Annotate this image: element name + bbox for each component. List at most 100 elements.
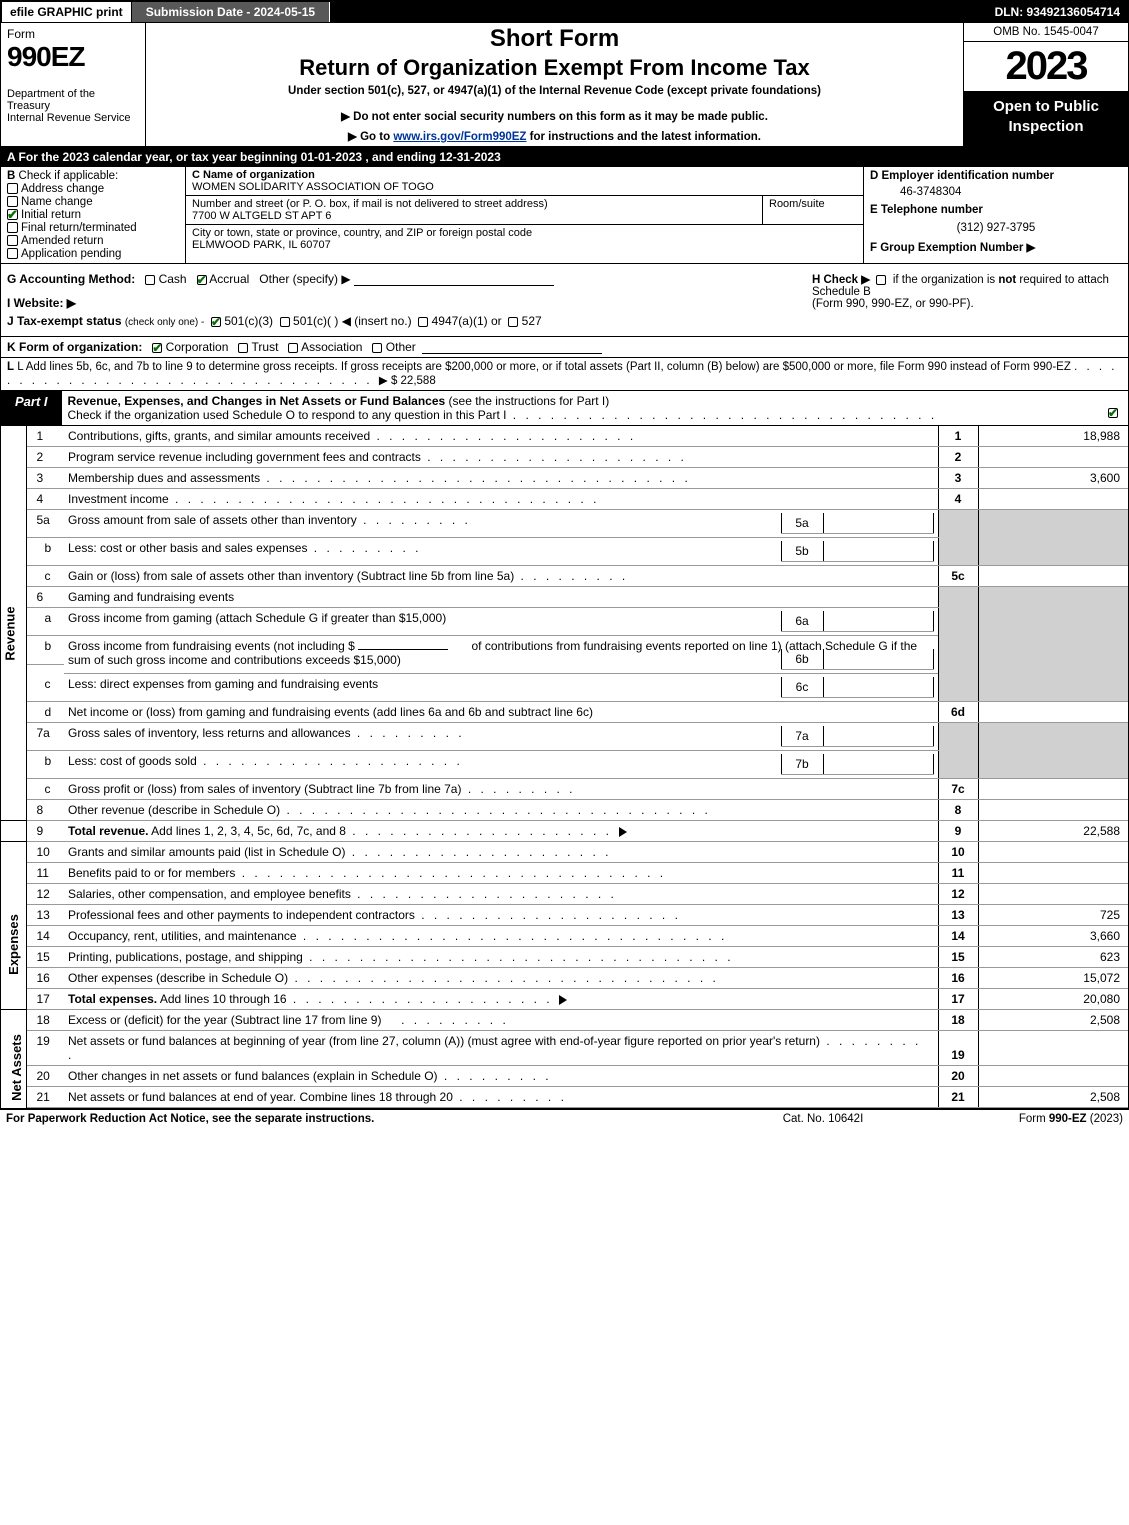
section-b: B Check if applicable: Address change Na… xyxy=(1,167,186,263)
line-17-value: 20,080 xyxy=(978,989,1128,1010)
section-h: H Check ▶ if the organization is not req… xyxy=(812,272,1122,328)
goto-post: for instructions and the latest informat… xyxy=(526,131,761,143)
form-990ez: efile GRAPHIC print Submission Date - 20… xyxy=(0,0,1129,1109)
chk-accrual[interactable] xyxy=(197,275,207,285)
part1-checkbox[interactable] xyxy=(1098,391,1128,425)
line-6-text: Gaming and fundraising events xyxy=(64,587,938,608)
line-7b: Less: cost of goods sold 7b xyxy=(64,751,938,779)
city-label: City or town, state or province, country… xyxy=(192,227,532,239)
name-label: C Name of organization xyxy=(192,169,315,181)
chk-app-pending[interactable]: Application pending xyxy=(7,248,179,260)
form-label: Form xyxy=(7,27,139,41)
line-9-value: 22,588 xyxy=(978,821,1128,842)
arrow-icon xyxy=(619,827,627,837)
footer-left: For Paperwork Reduction Act Notice, see … xyxy=(6,1113,723,1125)
part1-table: Revenue 1 Contributions, gifts, grants, … xyxy=(1,426,1128,1108)
part1-header: Part I Revenue, Expenses, and Changes in… xyxy=(1,390,1128,426)
line-18-text: Excess or (deficit) for the year (Subtra… xyxy=(64,1010,938,1031)
chk-501c3[interactable] xyxy=(211,317,221,327)
l-amount: ▶ $ 22,588 xyxy=(379,375,436,387)
chk-assoc[interactable] xyxy=(288,343,298,353)
line-19-text: Net assets or fund balances at beginning… xyxy=(64,1031,938,1066)
revenue-side-label: Revenue xyxy=(3,606,18,660)
check-if-label: Check if applicable: xyxy=(19,170,119,182)
chk-501c[interactable] xyxy=(280,317,290,327)
info-section: B Check if applicable: Address change Na… xyxy=(1,167,1128,264)
line-8-text: Other revenue (describe in Schedule O) xyxy=(64,800,938,821)
line-6b: Gross income from fundraising events (no… xyxy=(64,636,938,674)
j-sub: (check only one) - xyxy=(125,317,204,328)
line-5b: Less: cost or other basis and sales expe… xyxy=(64,538,938,566)
ein-label: D Employer identification number xyxy=(870,170,1122,182)
row-a-calendar: A For the 2023 calendar year, or tax yea… xyxy=(1,147,1128,167)
chk-cash[interactable] xyxy=(145,275,155,285)
chk-4947[interactable] xyxy=(418,317,428,327)
chk-527[interactable] xyxy=(508,317,518,327)
row-k: K Form of organization: Corporation Trus… xyxy=(1,337,1128,358)
line-2-text: Program service revenue including govern… xyxy=(64,447,938,468)
chk-trust[interactable] xyxy=(238,343,248,353)
line-5a: Gross amount from sale of assets other t… xyxy=(64,510,938,538)
line-13-value: 725 xyxy=(978,905,1128,926)
tel-value: (312) 927-3795 xyxy=(870,218,1122,240)
group-exemption: F Group Exemption Number ▶ xyxy=(870,240,1122,254)
footer: For Paperwork Reduction Act Notice, see … xyxy=(0,1109,1129,1128)
city-block: City or town, state or province, country… xyxy=(186,225,863,253)
chk-corp[interactable] xyxy=(152,343,162,353)
j-label: J Tax-exempt status xyxy=(7,314,122,328)
chk-h[interactable] xyxy=(876,275,886,285)
header-left: Form 990EZ Department of the Treasury In… xyxy=(1,23,146,146)
line-11-text: Benefits paid to or for members xyxy=(64,863,938,884)
l-text: L Add lines 5b, 6c, and 7b to line 9 to … xyxy=(17,361,1071,373)
under-section: Under section 501(c), 527, or 4947(a)(1)… xyxy=(152,85,957,97)
chk-address-change[interactable]: Address change xyxy=(7,183,179,195)
street-address: 7700 W ALTGELD ST APT 6 xyxy=(192,210,331,222)
line-20-text: Other changes in net assets or fund bala… xyxy=(64,1066,938,1087)
row-gh: G Accounting Method: Cash Accrual Other … xyxy=(1,264,1128,337)
footer-right: Form 990-EZ (2023) xyxy=(923,1113,1123,1125)
k-label: K Form of organization: xyxy=(7,340,142,354)
line-6c: Less: direct expenses from gaming and fu… xyxy=(64,674,938,702)
room-block: Room/suite xyxy=(763,196,863,224)
org-name-block: C Name of organization WOMEN SOLIDARITY … xyxy=(186,167,863,196)
line-6d-text: Net income or (loss) from gaming and fun… xyxy=(64,702,938,723)
line-1-value: 18,988 xyxy=(978,426,1128,447)
efile-print-label[interactable]: efile GRAPHIC print xyxy=(1,1,132,23)
line-16-text: Other expenses (describe in Schedule O) xyxy=(64,968,938,989)
line-5c-text: Gain or (loss) from sale of assets other… xyxy=(64,566,938,587)
irs-link[interactable]: www.irs.gov/Form990EZ xyxy=(393,131,526,143)
line-7a: Gross sales of inventory, less returns a… xyxy=(64,723,938,751)
header-center: Short Form Return of Organization Exempt… xyxy=(146,23,963,146)
line-3-text: Membership dues and assessments xyxy=(64,468,938,489)
line-15-value: 623 xyxy=(978,947,1128,968)
h-text1: H Check ▶ xyxy=(812,274,870,286)
return-title: Return of Organization Exempt From Incom… xyxy=(152,55,957,81)
section-c: C Name of organization WOMEN SOLIDARITY … xyxy=(186,167,863,263)
row-l: L L Add lines 5b, 6c, and 7b to line 9 t… xyxy=(1,358,1128,390)
tax-year: 2023 xyxy=(964,42,1128,91)
line-9-text: Total revenue. Add lines 1, 2, 3, 4, 5c,… xyxy=(64,821,938,842)
line-18-value: 2,508 xyxy=(978,1010,1128,1031)
part1-desc: Revenue, Expenses, and Changes in Net As… xyxy=(62,391,1098,425)
part1-check-line: Check if the organization used Schedule … xyxy=(68,408,507,422)
ssn-warning: ▶ Do not enter social security numbers o… xyxy=(152,109,957,123)
line-3-value: 3,600 xyxy=(978,468,1128,489)
chk-name-change[interactable]: Name change xyxy=(7,196,179,208)
chk-other-org[interactable] xyxy=(372,343,382,353)
line-4-text: Investment income xyxy=(64,489,938,510)
expenses-side-label: Expenses xyxy=(6,914,21,975)
chk-final-return[interactable]: Final return/terminated xyxy=(7,222,179,234)
section-g: G Accounting Method: Cash Accrual Other … xyxy=(7,272,812,328)
line-17-text: Total expenses. Add lines 10 through 16 xyxy=(64,989,938,1010)
short-form-title: Short Form xyxy=(152,25,957,53)
line-14-text: Occupancy, rent, utilities, and maintena… xyxy=(64,926,938,947)
chk-initial-return[interactable]: Initial return xyxy=(7,209,179,221)
form-header: Form 990EZ Department of the Treasury In… xyxy=(1,23,1128,147)
chk-amended[interactable]: Amended return xyxy=(7,235,179,247)
line-13-text: Professional fees and other payments to … xyxy=(64,905,938,926)
h-text3: (Form 990, 990-EZ, or 990-PF). xyxy=(812,298,974,310)
submission-date: Submission Date - 2024-05-15 xyxy=(132,2,330,22)
line-15-text: Printing, publications, postage, and shi… xyxy=(64,947,938,968)
line-12-text: Salaries, other compensation, and employ… xyxy=(64,884,938,905)
org-name: WOMEN SOLIDARITY ASSOCIATION OF TOGO xyxy=(192,181,434,193)
